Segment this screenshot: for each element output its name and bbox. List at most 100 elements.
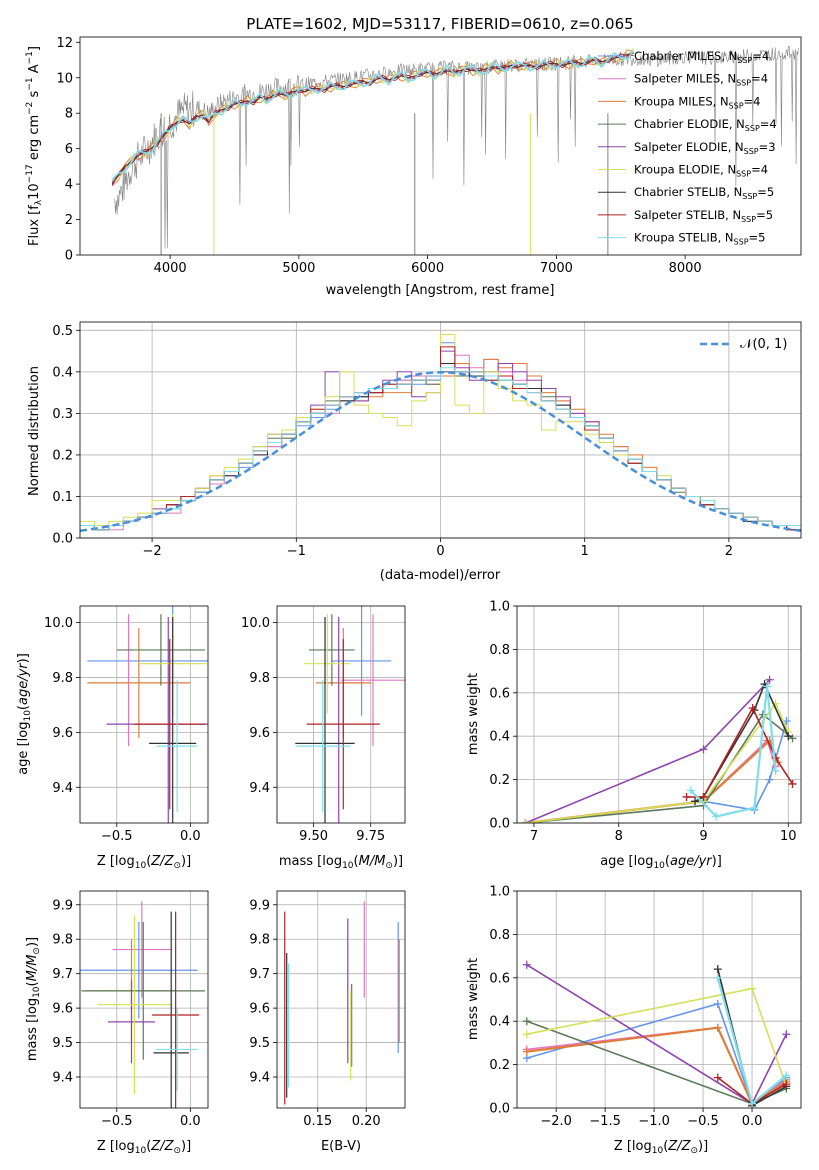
axes-frame bbox=[276, 890, 406, 1109]
x-tick-label: 10 bbox=[780, 829, 797, 844]
y-tick-label: 9.8 bbox=[249, 933, 270, 948]
y-tick-label: 9.4 bbox=[52, 781, 73, 796]
legend-label-4: Salpeter ELODIE, NSSP=3 bbox=[634, 140, 776, 156]
y-tick-label: 9.7 bbox=[249, 967, 270, 982]
y-tick-label: 0.2 bbox=[489, 1058, 510, 1073]
agez-xlabel: Z [log10(Z/Z⊙)] bbox=[97, 854, 191, 871]
y-tick-label: 0.8 bbox=[489, 643, 510, 658]
y-tick-label: 9.6 bbox=[52, 1002, 73, 1017]
y-tick-label: 0.0 bbox=[489, 1102, 510, 1117]
weight-marker-salpeter-stelib bbox=[682, 792, 691, 801]
weight-marker-kroupa-stelib bbox=[686, 786, 695, 795]
mass-vs-ebv-plot: 0.15 0.20 9.4 9.5 9.6 9.7 9.8 9.9 bbox=[249, 890, 406, 1129]
x-tick-label: 5000 bbox=[282, 261, 315, 276]
weight-marker-salpeter-stelib bbox=[699, 792, 708, 801]
axes-frame bbox=[79, 321, 802, 539]
y-tick-label: 10.0 bbox=[241, 616, 270, 631]
x-tick-label: −0.5 bbox=[101, 829, 133, 844]
x-tick-label: 2 bbox=[725, 544, 733, 559]
x-tick-label: 0.0 bbox=[180, 1114, 201, 1129]
agem-xlabel: mass [log10(M/M⊙)] bbox=[279, 854, 403, 871]
weight-marker-chabrier-stelib bbox=[784, 732, 793, 741]
age-vs-mass-panel: 9.50 9.75 9.4 9.6 9.8 10.0 mass [log10(M/M⊙)] bbox=[241, 605, 406, 871]
y-tick-label: 9.6 bbox=[249, 726, 270, 741]
masse-xlabel: E(B-V) bbox=[321, 1139, 361, 1154]
wz-ylabel: mass weight bbox=[466, 958, 481, 1040]
x-tick-label: 6000 bbox=[411, 261, 444, 276]
plot-area bbox=[284, 901, 400, 1105]
y-tick-label: 0.6 bbox=[489, 686, 510, 701]
x-tick-label: −1 bbox=[287, 544, 306, 559]
weight-marker-kroupa-stelib bbox=[712, 812, 721, 821]
weight-line-kroupa-miles bbox=[526, 1026, 787, 1106]
massz-xlabel: Z [log10(Z/Z⊙)] bbox=[97, 1139, 191, 1156]
wage-ylabel: mass weight bbox=[466, 673, 481, 755]
spectrum-plot: 4000 5000 6000 7000 8000 0 2 4 6 8 10 12 bbox=[56, 36, 802, 276]
weight-marker-chabrier-elodie bbox=[788, 734, 797, 743]
figure-title: PLATE=1602, MJD=53117, FIBERID=0610, z=0… bbox=[246, 15, 633, 33]
residual-panel: −2 −1 0 1 2 0.0 0.1 0.2 0.3 0.4 0.5 (data-model)/e… bbox=[27, 321, 802, 583]
y-tick-label: 0.4 bbox=[489, 730, 510, 745]
residual-histogram: −2 −1 0 1 2 0.0 0.1 0.2 0.3 0.4 0.5 bbox=[52, 321, 802, 559]
weight-marker-chabrier-elodie bbox=[522, 1017, 531, 1026]
x-tick-label: −2.0 bbox=[540, 1114, 572, 1129]
x-tick-label: 9.50 bbox=[299, 829, 328, 844]
weight-marker-salpeter-elodie bbox=[782, 1030, 791, 1039]
weight-marker-chabrier-miles bbox=[713, 999, 722, 1008]
weight-marker-salpeter-stelib bbox=[713, 1073, 722, 1082]
x-tick-label: −1.5 bbox=[589, 1114, 621, 1129]
mass-vs-ebv-panel: 0.15 0.20 9.4 9.5 9.6 9.7 9.8 9.9 E(B-V) bbox=[249, 890, 406, 1154]
y-tick-label: 0.6 bbox=[489, 971, 510, 986]
x-tick-label: −0.5 bbox=[687, 1114, 719, 1129]
model-line-kroupa-stelib bbox=[111, 49, 635, 181]
legend-label-6: Chabrier STELIB, NSSP=5 bbox=[634, 185, 774, 201]
legend-label-0: Chabrier MILES, NSSP=4 bbox=[634, 49, 769, 65]
axes-frame bbox=[79, 890, 209, 1109]
age-vs-z-panel: −0.5 0.0 9.4 9.6 9.8 10.0 Z [log10(Z/Z⊙)] age… bbox=[16, 605, 209, 871]
weight-marker-salpeter-elodie bbox=[699, 745, 708, 754]
y-tick-label: 0.1 bbox=[52, 490, 73, 505]
axes-frame bbox=[276, 605, 406, 824]
weight-marker-kroupa-miles bbox=[522, 1047, 531, 1056]
y-tick-label: 9.5 bbox=[249, 1036, 270, 1051]
weight-vs-z-panel: −2.0 −1.5 −1.0 −0.5 0.0 0.0 0.2 0.4 0.6 0.8 1.0 Z … bbox=[466, 885, 802, 1156]
x-tick-label: 0.15 bbox=[303, 1114, 332, 1129]
y-tick-label: 0.4 bbox=[489, 1015, 510, 1030]
spectrum-panel: 4000 5000 6000 7000 8000 0 2 4 6 8 10 12 wavelength… bbox=[25, 36, 802, 298]
y-tick-label: 0.8 bbox=[489, 928, 510, 943]
weight-vs-age-panel: 7 8 9 10 0.0 0.2 0.4 0.6 0.8 1.0 age [log10(age/y… bbox=[466, 600, 802, 871]
y-tick-label: 2 bbox=[65, 213, 73, 228]
y-tick-label: 9.4 bbox=[249, 1071, 270, 1086]
y-tick-label: 0.2 bbox=[52, 448, 73, 463]
y-tick-label: 6 bbox=[65, 142, 73, 157]
hist-ylabel: Normed distribution bbox=[27, 366, 42, 496]
y-tick-label: 8 bbox=[65, 107, 73, 122]
y-tick-label: 9.9 bbox=[52, 898, 73, 913]
hist-step-kroupa-stelib bbox=[80, 367, 801, 531]
x-tick-label: −0.5 bbox=[101, 1114, 133, 1129]
x-tick-label: 8 bbox=[615, 829, 623, 844]
legend-label-5: Kroupa ELODIE, NSSP=4 bbox=[634, 163, 768, 179]
normal-legend-label: 𝒩(0, 1) bbox=[740, 337, 787, 352]
y-tick-label: 4 bbox=[65, 178, 73, 193]
weight-marker-salpeter-elodie bbox=[522, 960, 531, 969]
x-tick-label: 7000 bbox=[540, 261, 573, 276]
weight-marker-kroupa-stelib bbox=[748, 1099, 757, 1108]
legend-label-1: Salpeter MILES, NSSP=4 bbox=[634, 72, 768, 88]
plot-area bbox=[80, 334, 801, 532]
y-tick-label: 9.4 bbox=[52, 1071, 73, 1086]
x-tick-label: 0.0 bbox=[180, 829, 201, 844]
legend-label-7: Salpeter STELIB, NSSP=5 bbox=[634, 208, 773, 224]
mass-vs-z-plot: −0.5 0.0 9.4 9.5 9.6 9.7 9.8 9.9 bbox=[52, 890, 209, 1129]
weight-line-salpeter-elodie bbox=[525, 679, 771, 823]
y-tick-label: 9.6 bbox=[52, 726, 73, 741]
weight-line-kroupa-elodie bbox=[526, 987, 788, 1087]
weight-line-kroupa-elodie bbox=[525, 702, 790, 823]
wz-xlabel: Z [log10(Z/Z⊙)] bbox=[614, 1139, 708, 1156]
axes-frame bbox=[79, 605, 209, 824]
weight-marker-salpeter-elodie bbox=[765, 675, 774, 684]
weight-marker-kroupa-stelib bbox=[771, 766, 780, 775]
weight-marker-kroupa-elodie bbox=[748, 984, 757, 993]
hist-legend: 𝒩(0, 1) bbox=[700, 337, 787, 352]
